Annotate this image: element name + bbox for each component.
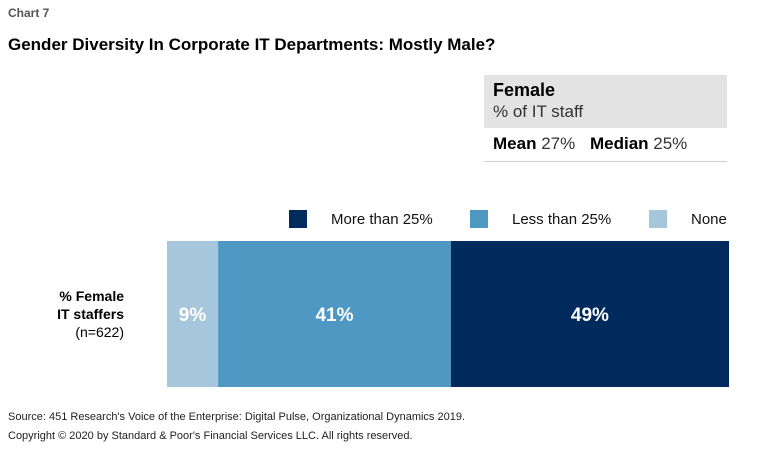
- data-label-none: 9%: [179, 305, 207, 326]
- legend-label-none: None: [691, 210, 727, 228]
- legend-item-less-than-25: Less than 25%: [470, 207, 611, 231]
- data-label-less-than-25: 41%: [315, 305, 353, 326]
- mean-label: Mean: [493, 134, 537, 153]
- category-label-line-1: % Female: [59, 288, 124, 304]
- stats-box-subtitle: % of IT staff: [493, 102, 584, 121]
- female-stats-box: Female % of IT staff Mean 27% Median 25%: [484, 75, 727, 162]
- chart-legend: More than 25% Less than 25% None: [0, 207, 765, 231]
- legend-swatch-none: [649, 210, 667, 228]
- legend-item-more-than-25: More than 25%: [289, 207, 433, 231]
- category-label-line-3: (n=622): [75, 324, 124, 340]
- category-label: % Female IT staffers (n=622): [57, 287, 124, 341]
- bar-segment-none: [167, 241, 219, 387]
- mean-value: 27%: [541, 134, 576, 153]
- source-note: Source: 451 Research's Voice of the Ente…: [8, 411, 466, 423]
- median-label: Median: [589, 134, 649, 153]
- legend-item-none: None: [649, 207, 727, 231]
- legend-label-less-than-25: Less than 25%: [512, 210, 612, 228]
- legend-swatch-less-than-25: [470, 210, 488, 228]
- legend-label-more-than-25: More than 25%: [331, 210, 433, 228]
- data-label-more-than-25: 49%: [571, 305, 609, 326]
- bar-segment-less-than-25: [218, 241, 451, 387]
- category-label-line-2: IT staffers: [57, 306, 124, 322]
- chart-number-label: Chart 7: [8, 6, 50, 20]
- stats-box-title: Female: [493, 80, 556, 100]
- bar-segment-more-than-25: [450, 241, 729, 387]
- stats-box-values: Mean 27% Median 25%: [484, 128, 727, 162]
- stats-box-header: Female % of IT staff: [484, 75, 727, 128]
- copyright-note: Copyright © 2020 by Standard & Poor's Fi…: [8, 430, 413, 442]
- legend-swatch-more-than-25: [289, 210, 307, 228]
- chart-title: Gender Diversity In Corporate IT Departm…: [8, 35, 496, 54]
- median-value: 25%: [653, 134, 688, 153]
